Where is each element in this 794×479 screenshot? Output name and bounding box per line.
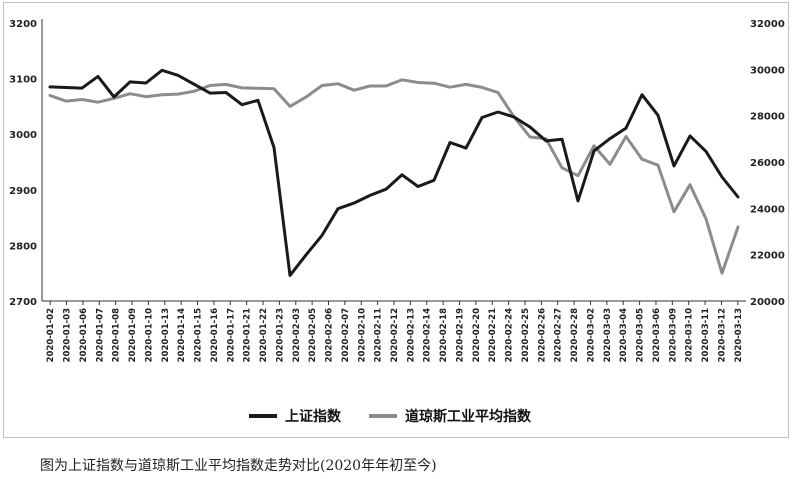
x-axis-tick-label: 2020-01-08 [112, 308, 122, 362]
left-axis-tick-label: 3000 [9, 130, 37, 141]
x-axis-tick-label: 2020-02-05 [308, 308, 318, 362]
x-axis-tick-label: 2020-02-03 [292, 308, 302, 362]
x-axis-tick-label: 2020-02-18 [439, 308, 449, 362]
figure-caption: 图为上证指数与道琼斯工业平均指数走势对比(2020年年初至今) [40, 458, 437, 474]
legend-label: 上证指数 [285, 408, 342, 425]
x-axis-tick-label: 2020-02-20 [472, 308, 482, 362]
x-axis-tick-label: 2020-02-24 [505, 308, 515, 362]
x-axis-tick-label: 2020-02-28 [570, 308, 580, 362]
x-axis-tick-label: 2020-02-10 [357, 308, 367, 362]
series-layer [48, 68, 740, 277]
x-axis-tick-label: 2020-01-06 [79, 308, 89, 362]
x-axis-tick-label: 2020-01-15 [194, 308, 204, 362]
x-axis-tick-label: 2020-01-10 [144, 308, 154, 362]
right-axis-tick-label: 32000 [750, 19, 785, 30]
x-axis-tick-label: 2020-01-09 [128, 308, 138, 362]
series-line-dow-jones [48, 78, 740, 275]
left-axis-tick-label: 2900 [9, 186, 37, 197]
chart-frame: 3200 3100 3000 2900 2800 2700 32000 30000 28000… [3, 2, 789, 438]
x-axis-tick-label: 2020-02-12 [390, 308, 400, 362]
x-axis-tick-label: 2020-01-13 [161, 308, 171, 362]
x-axis-tick-label: 2020-01-07 [95, 308, 105, 362]
x-axis-tick-label: 2020-01-02 [46, 308, 56, 362]
chart: 3200 3100 3000 2900 2800 2700 32000 30000 28000… [9, 19, 785, 425]
x-axis-tick-label: 2020-03-10 [685, 308, 695, 362]
x-axis-tick-label: 2020-01-16 [210, 308, 220, 362]
x-axis-tick-label: 2020-02-11 [374, 308, 384, 362]
x-axis-tick-label: 2020-01-17 [226, 308, 236, 362]
right-axis-tick-label: 22000 [750, 251, 785, 262]
x-axis-tick-label: 2020-01-23 [275, 308, 285, 362]
x-axis-tick-label: 2020-03-05 [636, 308, 646, 362]
x-axis-tick-label: 2020-03-03 [603, 308, 613, 362]
right-axis-tick-label: 24000 [750, 204, 785, 215]
x-axis: 2020-01-02 2020-01-03 2020-01-06 2020-01-07… [42, 300, 746, 362]
x-axis-tick-label: 2020-02-14 [423, 308, 433, 362]
series-line-shanghai-composite [48, 68, 740, 277]
x-axis-tick-label: 2020-02-13 [406, 308, 416, 362]
x-axis-tick-label: 2020-01-21 [243, 308, 253, 362]
right-axis-tick-label: 20000 [750, 297, 785, 308]
x-axis-tick-label: 2020-03-04 [619, 308, 629, 362]
x-axis-tick-label: 2020-03-06 [652, 308, 662, 362]
x-axis-tick-label: 2020-03-09 [668, 308, 678, 362]
left-axis-tick-label: 2800 [9, 241, 37, 252]
right-axis: 32000 30000 28000 26000 24000 22000 20000 [750, 19, 785, 308]
x-axis-tick-label: 2020-02-21 [488, 308, 498, 362]
x-axis-tick-label: 2020-02-19 [455, 308, 465, 362]
x-axis-tick-label: 2020-01-22 [259, 308, 269, 362]
x-axis-tick-label: 2020-01-03 [63, 308, 73, 362]
right-axis-tick-label: 26000 [750, 158, 785, 169]
x-axis-tick-label: 2020-03-02 [586, 308, 596, 362]
left-axis-tick-label: 3200 [9, 19, 37, 30]
left-axis: 3200 3100 3000 2900 2800 2700 [9, 19, 43, 308]
x-axis-tick-label: 2020-01-14 [177, 308, 187, 362]
right-axis-tick-label: 30000 [750, 65, 785, 76]
x-axis-tick-label: 2020-03-12 [717, 308, 727, 362]
x-axis-tick-label: 2020-02-07 [341, 308, 351, 362]
left-axis-tick-label: 3100 [9, 75, 37, 86]
x-axis-tick-label: 2020-02-27 [554, 308, 564, 362]
right-axis-tick-label: 28000 [750, 112, 785, 123]
legend: 上证指数 道琼斯工业平均指数 [249, 408, 532, 425]
left-axis-tick-label: 2700 [9, 297, 37, 308]
x-axis-tick-label: 2020-02-25 [521, 308, 531, 362]
x-axis-tick-label: 2020-03-13 [734, 308, 744, 362]
x-axis-tick-label: 2020-03-11 [701, 308, 711, 362]
legend-label: 道琼斯工业平均指数 [405, 408, 532, 425]
x-axis-tick-label: 2020-02-26 [537, 308, 547, 362]
x-axis-tick-label: 2020-02-06 [325, 308, 335, 362]
